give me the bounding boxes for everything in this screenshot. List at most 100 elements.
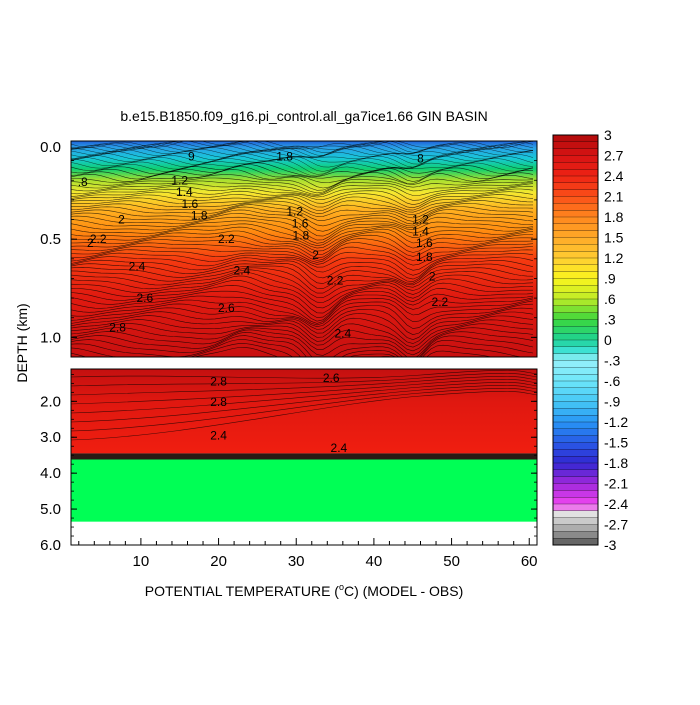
- y-tick-label: 6.0: [40, 537, 61, 554]
- contour-line: [71, 162, 534, 178]
- colorbar-label: .3: [604, 312, 616, 328]
- colorbar-bin: [552, 169, 599, 177]
- contour-line: [71, 279, 534, 314]
- contour-line: [71, 197, 534, 213]
- colorbar-label: .6: [604, 291, 616, 307]
- contour-line: [71, 370, 537, 379]
- colorbar-bin: [552, 264, 599, 273]
- contour-line: [71, 141, 534, 151]
- colorbar-bin: [552, 442, 599, 450]
- contour-line: [71, 220, 534, 244]
- contour-line: [71, 272, 534, 303]
- upper-panel-frame: [70, 140, 538, 358]
- x-axis: 10 20 30 40 50 60: [78, 538, 538, 570]
- contour-line: [71, 385, 537, 423]
- colorbar-label: 1.2: [604, 250, 624, 266]
- contour-line: [71, 327, 534, 356]
- contour-line: [71, 319, 534, 348]
- contour-line: [71, 290, 534, 322]
- contour-line: [71, 376, 537, 396]
- contour-line: [71, 246, 534, 266]
- colorbar-bin: [552, 415, 599, 423]
- colorbar-bin: [552, 462, 599, 471]
- x-tick-label: 60: [521, 553, 538, 570]
- colorbar-bin: [552, 298, 599, 307]
- contour-line: [71, 223, 534, 247]
- contour-line: [71, 299, 534, 326]
- contour-label: 2.8: [109, 321, 126, 335]
- colorbar-bin: [552, 216, 599, 225]
- y-tick-label: 0.5: [40, 231, 61, 248]
- colorbar-bin: [552, 524, 599, 532]
- contour-label: 2.8: [210, 395, 227, 409]
- colorbar-bin: [552, 367, 599, 375]
- colorbar-bin: [552, 182, 599, 191]
- contour-label: 2.6: [136, 291, 153, 305]
- contour-label: 1.6: [292, 217, 309, 231]
- x-tick-label: 50: [443, 553, 460, 570]
- x-axis-title-unit: C) (MODEL - OBS): [344, 583, 463, 599]
- colorbar-label: -.6: [604, 373, 621, 389]
- colorbar-bin: [552, 346, 599, 355]
- colorbar-label: -2.4: [604, 496, 628, 512]
- contour-line: [71, 204, 534, 222]
- contour-line: [71, 249, 534, 271]
- contour-line: [71, 343, 493, 357]
- contour-label: 2.4: [129, 260, 146, 274]
- contour-label: 1.2: [412, 213, 429, 227]
- contour-label: 2.6: [323, 371, 340, 385]
- x-axis-title-degree: o: [339, 582, 344, 592]
- contour-line: [71, 159, 534, 175]
- colorbar-bin: [552, 387, 599, 396]
- colorbar-bin: [552, 134, 599, 143]
- colorbar-bin: [552, 374, 599, 382]
- contour-label: 1.8: [293, 228, 310, 242]
- colorbar-bin: [552, 237, 599, 245]
- contour-line: [71, 388, 537, 432]
- lower-panel-frame: [70, 368, 538, 546]
- contour-line: [71, 252, 534, 276]
- contour-label: 8: [417, 152, 424, 166]
- contour-label: 2.4: [334, 326, 351, 340]
- colorbar-label: 2.1: [604, 189, 624, 205]
- colorbar-bin: [552, 251, 599, 259]
- colorbar-bin: [552, 333, 599, 341]
- colorbar-bin: [552, 162, 599, 170]
- contour-line: [71, 230, 533, 252]
- contour-line: [71, 275, 533, 309]
- y-tick-label: 5.0: [40, 501, 61, 518]
- x-axis-title: POTENTIAL TEMPERATURE (oC) (MODEL - OBS): [145, 582, 464, 599]
- colorbar: 3 2.7 2.4 2.1 1.8 1.5 1.2 .9 .6 .3 0 -.3 -.6 -.9 -1.2 -…: [552, 127, 628, 553]
- colorbar-bin: [552, 503, 599, 512]
- colorbar-label: -1.5: [604, 435, 628, 451]
- contour-line: [71, 177, 534, 194]
- colorbar-bin: [552, 223, 599, 232]
- contour-line: [71, 164, 534, 179]
- contour-line: [71, 188, 534, 206]
- contour-line: [71, 269, 534, 298]
- contour-line: [71, 265, 534, 289]
- contour-line: [71, 183, 534, 196]
- colorbar-label: -1.2: [604, 414, 628, 430]
- colorbar-bin: [552, 456, 599, 464]
- colorbar-bin: [552, 257, 599, 266]
- contour-line: [71, 262, 534, 284]
- colorbar-bin: [552, 285, 599, 293]
- colorbar-bin: [552, 380, 599, 389]
- contour-label: 2.4: [331, 441, 348, 455]
- contour-line: [71, 191, 534, 209]
- upper-contour-lines: [71, 141, 534, 357]
- x-tick-label: 40: [366, 553, 383, 570]
- colorbar-bin: [552, 428, 599, 437]
- colorbar-bin: [552, 449, 599, 457]
- colorbar-label: -1.8: [604, 455, 628, 471]
- x-tick-label: 10: [133, 553, 150, 570]
- colorbar-label: -2.7: [604, 517, 628, 533]
- contour-line: [71, 323, 534, 352]
- contour-line: [71, 311, 534, 341]
- contour-label: 2.2: [90, 232, 107, 246]
- colorbar-bin: [552, 292, 599, 300]
- floor-layer-band: [71, 453, 537, 460]
- colorbar-bin: [552, 435, 599, 443]
